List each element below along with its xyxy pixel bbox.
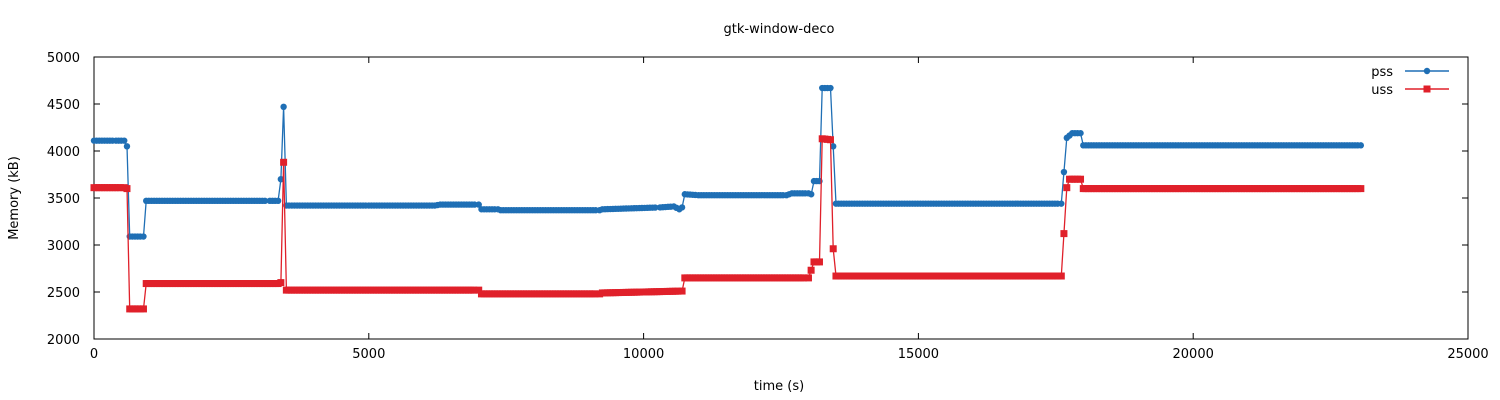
pss-point bbox=[1060, 168, 1068, 176]
y-tick-label: 4000 bbox=[47, 145, 80, 160]
pss-point bbox=[678, 204, 686, 211]
uss-point bbox=[826, 136, 834, 144]
series-uss bbox=[90, 135, 1365, 313]
uss-point bbox=[280, 158, 288, 166]
legend-item-pss: pss bbox=[1371, 65, 1449, 80]
uss-point bbox=[277, 279, 285, 287]
legend-label: uss bbox=[1371, 83, 1393, 98]
pss-point bbox=[475, 201, 482, 208]
y-tick-label: 5000 bbox=[47, 51, 80, 66]
legend-uss-point bbox=[1423, 85, 1431, 93]
uss-point bbox=[804, 274, 812, 282]
uss-point bbox=[123, 185, 131, 193]
y-axis: 2000 2500 3000 3500 4000 4500 5000 bbox=[47, 51, 1468, 348]
uss-point bbox=[1060, 230, 1068, 238]
pss-point bbox=[1077, 129, 1084, 137]
pss-point bbox=[651, 204, 659, 211]
pss-point bbox=[274, 197, 282, 205]
legend: pss uss bbox=[1371, 65, 1449, 98]
x-axis: 0 5000 10000 15000 20000 25000 bbox=[90, 57, 1489, 362]
pss-point bbox=[121, 137, 128, 144]
pss-point bbox=[277, 176, 285, 183]
pss-point bbox=[140, 233, 147, 240]
x-tick-label: 25000 bbox=[1447, 347, 1488, 362]
uss-point bbox=[815, 258, 823, 266]
uss-point bbox=[116, 184, 124, 192]
pss-point bbox=[830, 143, 837, 150]
uss-point bbox=[635, 288, 643, 296]
x-axis-title: time (s) bbox=[754, 379, 804, 394]
pss-point bbox=[280, 103, 287, 111]
pss-point bbox=[1058, 200, 1065, 207]
y-tick-label: 2500 bbox=[47, 286, 80, 301]
pss-point bbox=[261, 197, 269, 205]
legend-item-uss: uss bbox=[1371, 83, 1449, 98]
uss-point bbox=[1063, 184, 1071, 192]
x-tick-label: 15000 bbox=[898, 347, 939, 362]
uss-point bbox=[1057, 272, 1065, 280]
uss-point bbox=[807, 266, 815, 274]
uss-point bbox=[678, 287, 686, 295]
legend-pss-point bbox=[1423, 67, 1431, 75]
uss-point bbox=[475, 286, 483, 294]
series-pss bbox=[90, 84, 1365, 240]
x-tick-label: 0 bbox=[90, 347, 98, 362]
uss-point bbox=[591, 290, 599, 298]
pss-point bbox=[808, 191, 815, 198]
uss-point bbox=[1054, 272, 1062, 280]
legend-label: pss bbox=[1371, 65, 1393, 80]
y-axis-title: Memory (kB) bbox=[7, 156, 22, 240]
uss-point bbox=[1077, 175, 1085, 183]
pss-point bbox=[1357, 142, 1365, 149]
y-tick-label: 2000 bbox=[47, 333, 80, 348]
y-tick-label: 3000 bbox=[47, 239, 80, 254]
uss-point bbox=[674, 287, 682, 295]
uss-point bbox=[800, 274, 808, 282]
pss-point bbox=[827, 84, 834, 92]
x-tick-label: 20000 bbox=[1173, 347, 1214, 362]
chart-title: gtk-window-deco bbox=[724, 22, 835, 37]
y-tick-label: 4500 bbox=[47, 98, 80, 113]
series-layer bbox=[90, 84, 1365, 313]
uss-point bbox=[470, 286, 478, 294]
uss-point bbox=[829, 245, 837, 253]
pss-point bbox=[123, 143, 131, 150]
uss-point bbox=[1357, 185, 1365, 193]
uss-point bbox=[139, 305, 147, 313]
x-tick-label: 10000 bbox=[623, 347, 664, 362]
x-tick-label: 5000 bbox=[352, 347, 385, 362]
y-tick-label: 3500 bbox=[47, 192, 80, 207]
